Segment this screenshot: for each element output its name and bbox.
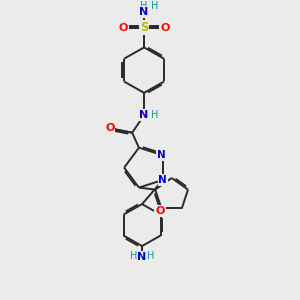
Text: H: H — [151, 1, 158, 11]
Text: H: H — [151, 110, 158, 120]
Text: H: H — [147, 250, 154, 261]
Text: O: O — [155, 206, 165, 216]
Text: H: H — [140, 1, 148, 11]
Text: O: O — [160, 23, 170, 33]
Text: N: N — [140, 7, 149, 17]
Text: N: N — [140, 110, 149, 120]
Text: O: O — [118, 23, 128, 33]
Text: S: S — [140, 21, 148, 34]
Text: N: N — [158, 175, 167, 185]
Text: N: N — [137, 252, 147, 262]
Text: H: H — [130, 250, 137, 261]
Text: N: N — [157, 150, 166, 160]
Text: O: O — [105, 123, 115, 133]
